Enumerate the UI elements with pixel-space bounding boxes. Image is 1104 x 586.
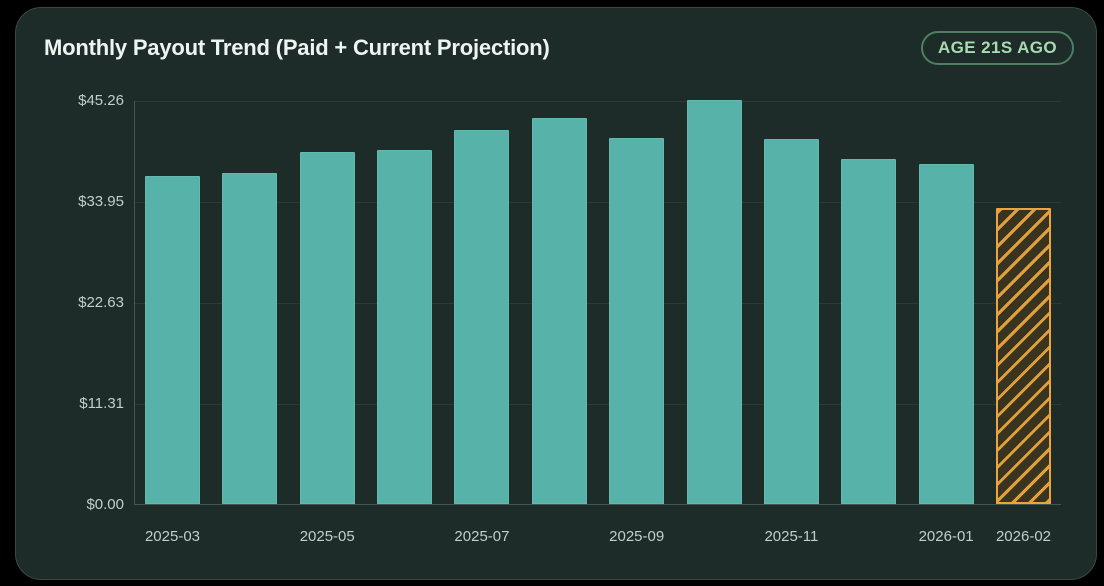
y-axis-tick-label: $22.63 — [78, 294, 124, 311]
paid-bar-2025-06[interactable] — [377, 149, 433, 504]
paid-bar-2025-04[interactable] — [222, 172, 278, 504]
y-gridline — [135, 303, 1061, 304]
y-axis-tick-label: $33.95 — [78, 192, 124, 210]
x-axis-tick-label: 2025-11 — [764, 528, 819, 545]
y-axis-tick-label: $11.31 — [79, 395, 124, 413]
chart-card: Monthly Payout Trend (Paid + Current Pro… — [15, 7, 1097, 580]
x-axis-tick-label: 2025-09 — [609, 528, 665, 545]
y-axis-tick-label: $0.00 — [86, 496, 124, 513]
paid-bar-2025-08[interactable] — [531, 118, 587, 504]
paid-bar-2025-12[interactable] — [841, 159, 897, 504]
paid-bar-2025-11[interactable] — [763, 138, 819, 504]
card-header: Monthly Payout Trend (Paid + Current Pro… — [44, 31, 1074, 65]
paid-bar-2026-01[interactable] — [918, 163, 974, 504]
x-axis-tick-label: 2025-07 — [454, 528, 510, 545]
paid-bar-2025-03[interactable] — [145, 175, 200, 504]
paid-bar-2025-07[interactable] — [454, 130, 510, 504]
y-axis-tick-label: $45.26 — [78, 92, 124, 109]
x-axis-tick-label: 2026-01 — [918, 528, 974, 545]
y-gridline — [135, 201, 1061, 203]
paid-bar-2025-05[interactable] — [299, 152, 355, 504]
x-axis-tick-label: 2026-02 — [995, 528, 1052, 545]
y-gridline — [135, 404, 1061, 406]
bar-chart-plot-area: $45.26 $33.95 $22.63 $11.31 $0.00 2025-03 2025… — [78, 92, 1061, 545]
data-age-badge: AGE 21S AGO — [920, 31, 1074, 65]
paid-bar-2025-09[interactable] — [609, 138, 665, 504]
y-gridline — [135, 101, 1061, 102]
chart-title: Monthly Payout Trend (Paid + Current Pro… — [44, 35, 550, 60]
x-axis-tick-label: 2025-03 — [144, 528, 201, 545]
x-axis-tick-label: 2025-05 — [299, 528, 355, 545]
paid-bar-2025-10[interactable] — [686, 100, 742, 504]
projected-bar-2026-02[interactable] — [996, 207, 1051, 504]
